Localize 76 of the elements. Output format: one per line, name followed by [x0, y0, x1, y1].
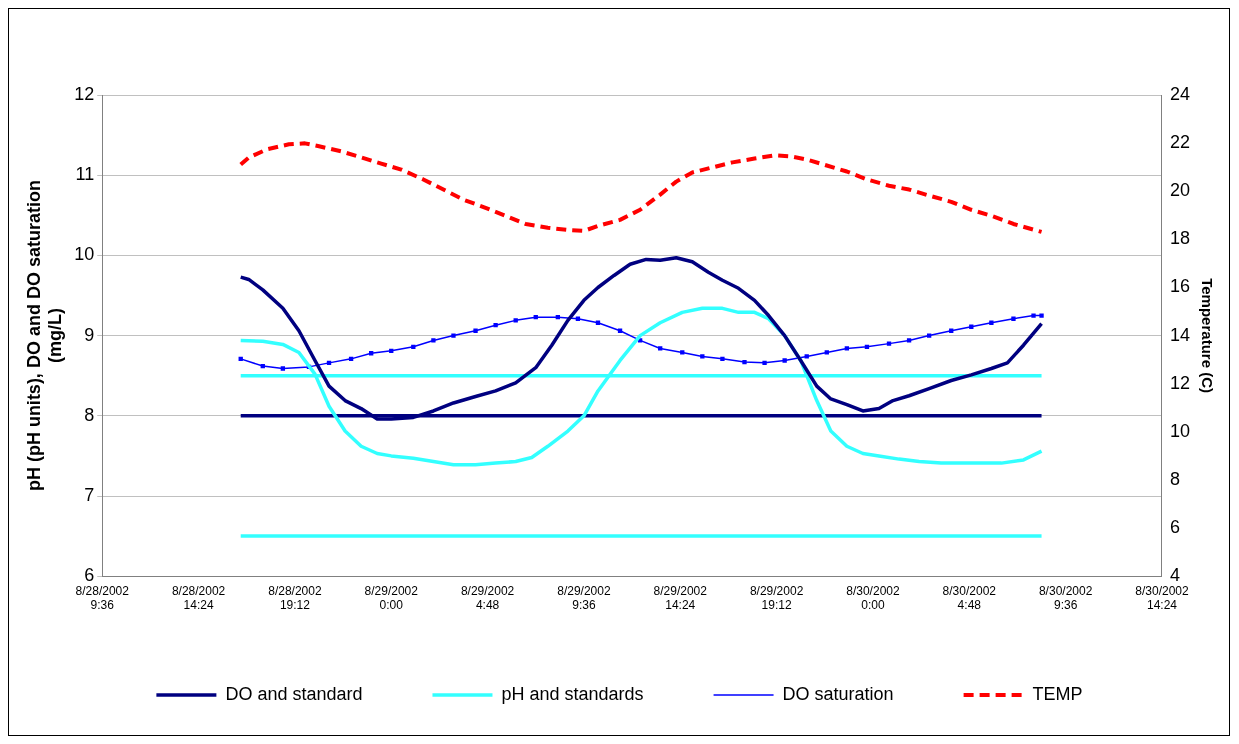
- point: [451, 333, 456, 338]
- point: [700, 354, 705, 359]
- point: [680, 350, 685, 355]
- point: [969, 324, 974, 329]
- point: [533, 314, 538, 320]
- point: [473, 328, 478, 333]
- point: [824, 350, 829, 355]
- point: [864, 344, 870, 349]
- y2-tick-label: 20: [1169, 180, 1191, 201]
- legend-label: DO and standard: [225, 683, 363, 704]
- point: [658, 346, 663, 351]
- y-tick-label: 8: [84, 404, 95, 425]
- point: [411, 344, 416, 349]
- point: [369, 351, 374, 356]
- line-series: [238, 141, 1044, 234]
- legend-label: pH and standards: [501, 683, 644, 704]
- y2-tick-label: 8: [1169, 468, 1180, 489]
- point: [926, 333, 932, 338]
- point: [326, 360, 332, 366]
- y-tick-label: 9: [84, 324, 95, 345]
- legend-label: TEMP: [1032, 683, 1083, 704]
- point: [804, 354, 809, 359]
- point: [431, 338, 436, 343]
- x-tick-label: 8/30/2002 0:00: [846, 583, 900, 613]
- point: [348, 356, 354, 362]
- x-tick-label: 8/28/2002 14:24: [171, 583, 226, 613]
- x-tick-label: 8/29/2002 19:12: [749, 583, 804, 613]
- y-tick-label: 7: [84, 484, 95, 505]
- point: [513, 318, 518, 323]
- x-tick-label: 8/29/2002 0:00: [364, 583, 419, 613]
- legend-label: DO saturation: [782, 683, 894, 704]
- point: [260, 363, 265, 369]
- point: [238, 356, 243, 362]
- point: [389, 348, 394, 353]
- y2-tick-label: 22: [1169, 132, 1191, 153]
- x-tick-label: 8/29/2002 9:36: [557, 583, 611, 613]
- x-tick-label: 8/29/2002 4:48: [460, 583, 515, 613]
- point: [575, 316, 581, 321]
- point: [782, 358, 787, 363]
- y-tick-label: 11: [75, 164, 95, 185]
- y2-tick-label: 14: [1169, 324, 1191, 345]
- point: [493, 323, 498, 328]
- point: [280, 366, 286, 371]
- y-tick-label: 6: [84, 565, 95, 586]
- y-tick-label: 12: [74, 83, 95, 104]
- point: [555, 314, 560, 320]
- point: [617, 328, 623, 333]
- point: [720, 356, 725, 362]
- y2-tick-label: 16: [1169, 276, 1191, 297]
- y-tick-label: 10: [74, 244, 95, 265]
- y2-tick-label: 6: [1169, 517, 1180, 538]
- point: [949, 328, 954, 333]
- y2-tick-label: 18: [1169, 228, 1191, 249]
- x-tick-label: 8/30/2002 9:36: [1038, 583, 1093, 613]
- x-tick-label: 8/30/2002 14:24: [1135, 583, 1189, 613]
- point: [886, 341, 892, 346]
- x-tick-label: 8/28/2002 19:12: [268, 583, 322, 613]
- x-tick-label: 8/28/2002 9:36: [75, 583, 130, 613]
- point: [1011, 316, 1016, 321]
- point: [595, 320, 601, 325]
- y2-tick-label: 10: [1169, 420, 1191, 441]
- y2-axis-title: Temperature (C): [1198, 278, 1216, 393]
- point: [742, 359, 747, 365]
- point: [1039, 313, 1044, 318]
- point: [762, 360, 767, 366]
- point: [844, 346, 850, 351]
- point: [989, 320, 994, 325]
- y2-tick-label: 24: [1169, 83, 1191, 104]
- point: [906, 338, 912, 343]
- y-axis-title: pH (pH units), DO and DO saturation (mg/L): [23, 180, 66, 492]
- point: [1031, 313, 1036, 318]
- x-tick-label: 8/29/2002 14:24: [653, 583, 708, 613]
- x-tick-label: 8/30/2002 4:48: [942, 583, 997, 613]
- y2-tick-label: 4: [1169, 565, 1180, 586]
- point: [637, 338, 643, 343]
- y2-tick-label: 12: [1169, 372, 1191, 393]
